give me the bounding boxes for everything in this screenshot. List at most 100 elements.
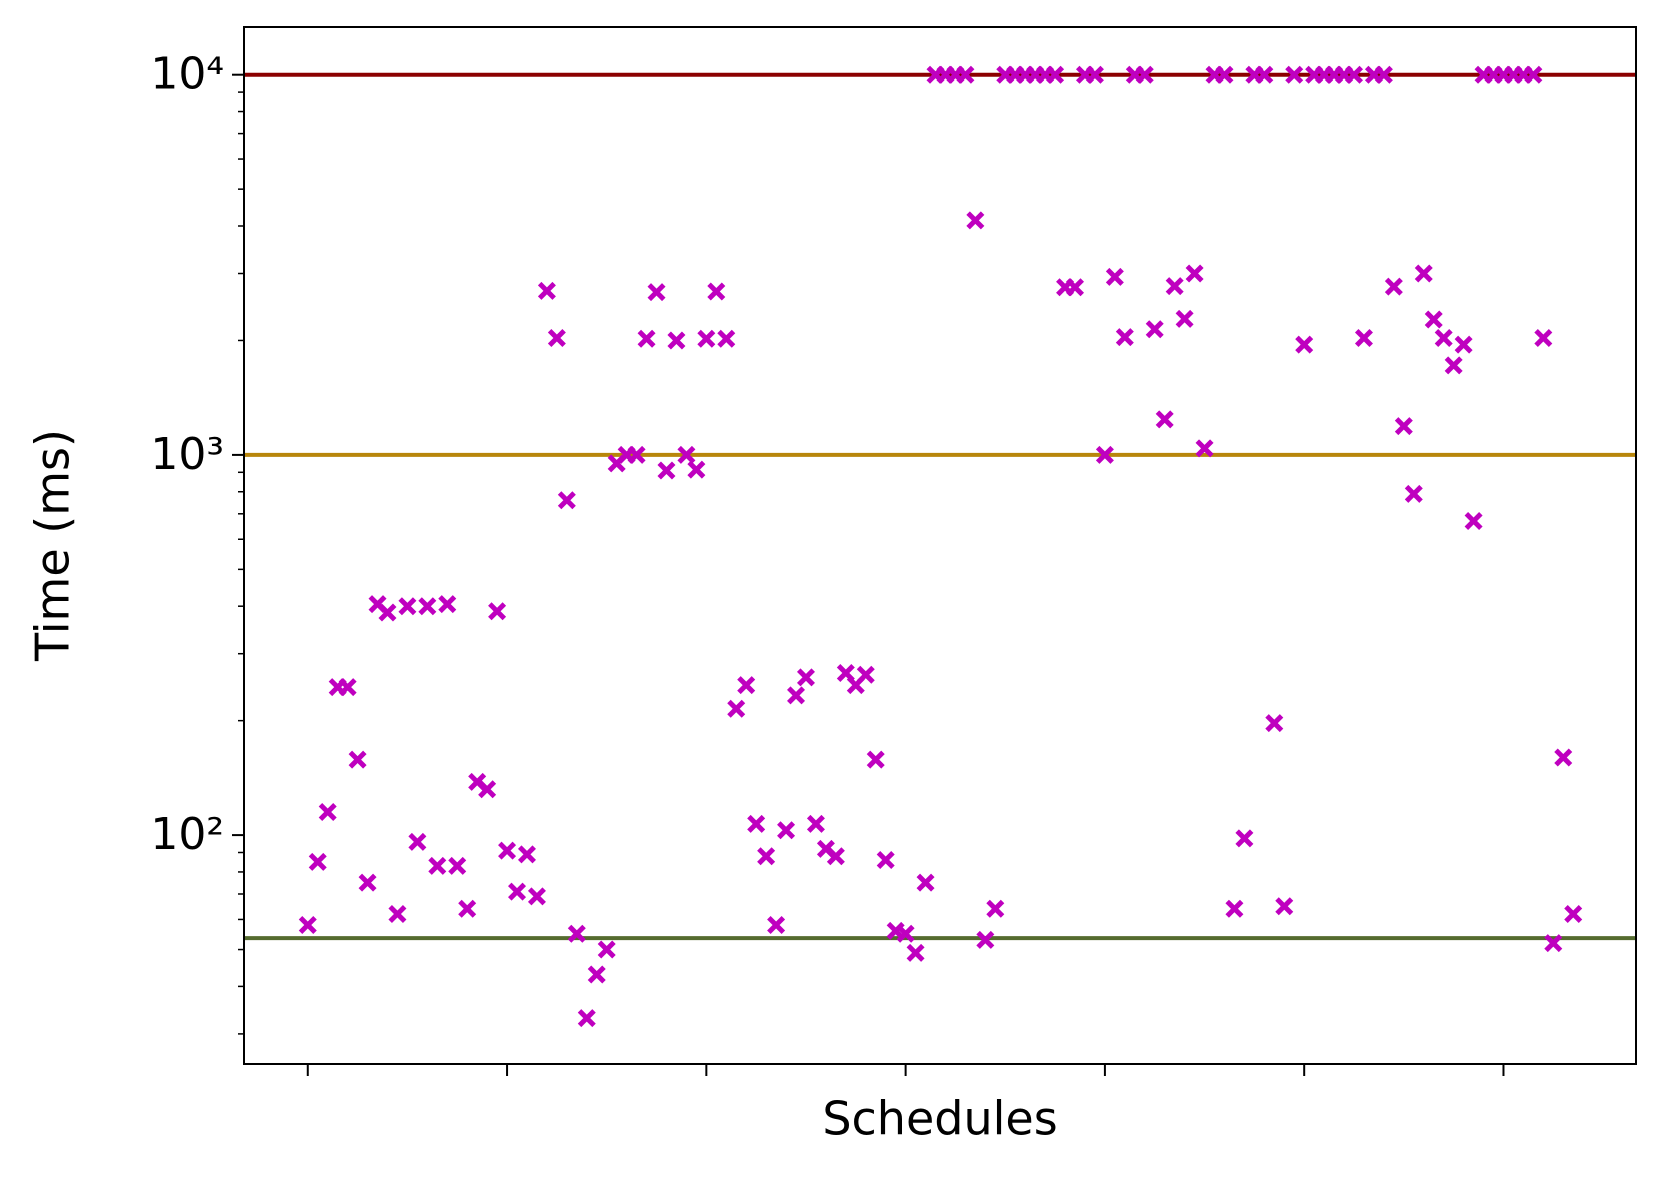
plot-frame xyxy=(243,26,1637,1065)
data-point xyxy=(1394,417,1413,436)
data-point xyxy=(587,965,606,984)
data-point xyxy=(1414,264,1433,283)
y-tick-label: 10³ xyxy=(150,429,224,480)
data-point xyxy=(488,602,507,621)
y-axis-label: Time (ms) xyxy=(26,429,80,662)
data-point xyxy=(308,852,327,871)
data-point xyxy=(1145,320,1164,339)
data-point xyxy=(1095,445,1114,464)
data-point xyxy=(398,597,417,616)
data-point xyxy=(1215,65,1234,84)
data-point xyxy=(747,814,766,833)
data-point xyxy=(1464,512,1483,531)
data-point xyxy=(667,331,686,350)
data-point xyxy=(537,281,556,300)
data-point xyxy=(438,595,457,614)
data-point xyxy=(1424,310,1443,329)
data-point xyxy=(737,676,756,695)
data-point xyxy=(796,668,815,687)
data-point xyxy=(866,750,885,769)
data-point xyxy=(448,856,467,875)
data-point xyxy=(1345,65,1364,84)
data-point xyxy=(697,329,716,348)
data-point xyxy=(777,821,796,840)
data-point xyxy=(508,882,527,901)
x-axis-label: Schedules xyxy=(822,1092,1057,1146)
data-point xyxy=(1534,328,1553,347)
data-point xyxy=(1255,65,1274,84)
data-point xyxy=(1115,328,1134,347)
data-point xyxy=(338,678,357,697)
data-point xyxy=(478,780,497,799)
y-tick-label: 10² xyxy=(150,809,224,860)
data-point xyxy=(1384,277,1403,296)
data-point xyxy=(826,847,845,866)
data-point xyxy=(806,814,825,833)
data-point xyxy=(1404,484,1423,503)
data-point xyxy=(358,873,377,892)
data-point xyxy=(677,445,696,464)
data-point xyxy=(348,750,367,769)
data-point xyxy=(687,460,706,479)
data-point xyxy=(498,841,517,860)
data-point xyxy=(318,803,337,822)
data-point xyxy=(876,851,895,870)
data-point xyxy=(976,930,995,949)
data-point xyxy=(757,847,776,866)
data-point xyxy=(1295,335,1314,354)
data-point xyxy=(458,899,477,918)
data-point xyxy=(597,940,616,959)
data-point xyxy=(1564,905,1583,924)
data-point xyxy=(707,282,726,301)
data-point xyxy=(1554,748,1573,767)
data-point xyxy=(1285,65,1304,84)
data-point xyxy=(717,329,736,348)
data-point xyxy=(627,445,646,464)
data-point xyxy=(1544,934,1563,953)
data-point xyxy=(637,329,656,348)
data-point xyxy=(966,211,985,230)
data-point xyxy=(577,1009,596,1028)
data-point xyxy=(906,943,925,962)
data-point xyxy=(408,832,427,851)
data-point xyxy=(896,924,915,943)
data-point xyxy=(1225,899,1244,918)
data-point xyxy=(956,65,975,84)
data-point xyxy=(1085,65,1104,84)
data-point xyxy=(388,905,407,924)
data-point xyxy=(378,603,397,622)
data-point xyxy=(517,845,536,864)
data-point xyxy=(727,699,746,718)
data-point xyxy=(1165,277,1184,296)
data-point xyxy=(298,916,317,935)
data-point xyxy=(1265,714,1284,733)
data-point xyxy=(1524,65,1543,84)
data-point xyxy=(1155,410,1174,429)
data-point xyxy=(547,328,566,347)
data-point xyxy=(657,461,676,480)
data-point xyxy=(428,856,447,875)
data-point xyxy=(986,899,1005,918)
data-point xyxy=(1454,335,1473,354)
data-point xyxy=(1434,328,1453,347)
data-point xyxy=(856,665,875,684)
data-point xyxy=(647,283,666,302)
data-point xyxy=(1175,309,1194,328)
data-point xyxy=(1135,65,1154,84)
data-point xyxy=(1275,897,1294,916)
data-point xyxy=(787,686,806,705)
y-tick-label: 10⁴ xyxy=(150,49,224,100)
data-point xyxy=(1195,439,1214,458)
data-point xyxy=(767,916,786,935)
data-point xyxy=(1046,65,1065,84)
data-point xyxy=(418,597,437,616)
data-point xyxy=(1444,356,1463,375)
data-point xyxy=(567,924,586,943)
data-point xyxy=(1354,328,1373,347)
data-point xyxy=(1105,267,1124,286)
data-point xyxy=(1185,264,1204,283)
data-point xyxy=(557,491,576,510)
data-point xyxy=(1235,829,1254,848)
data-point xyxy=(527,887,546,906)
